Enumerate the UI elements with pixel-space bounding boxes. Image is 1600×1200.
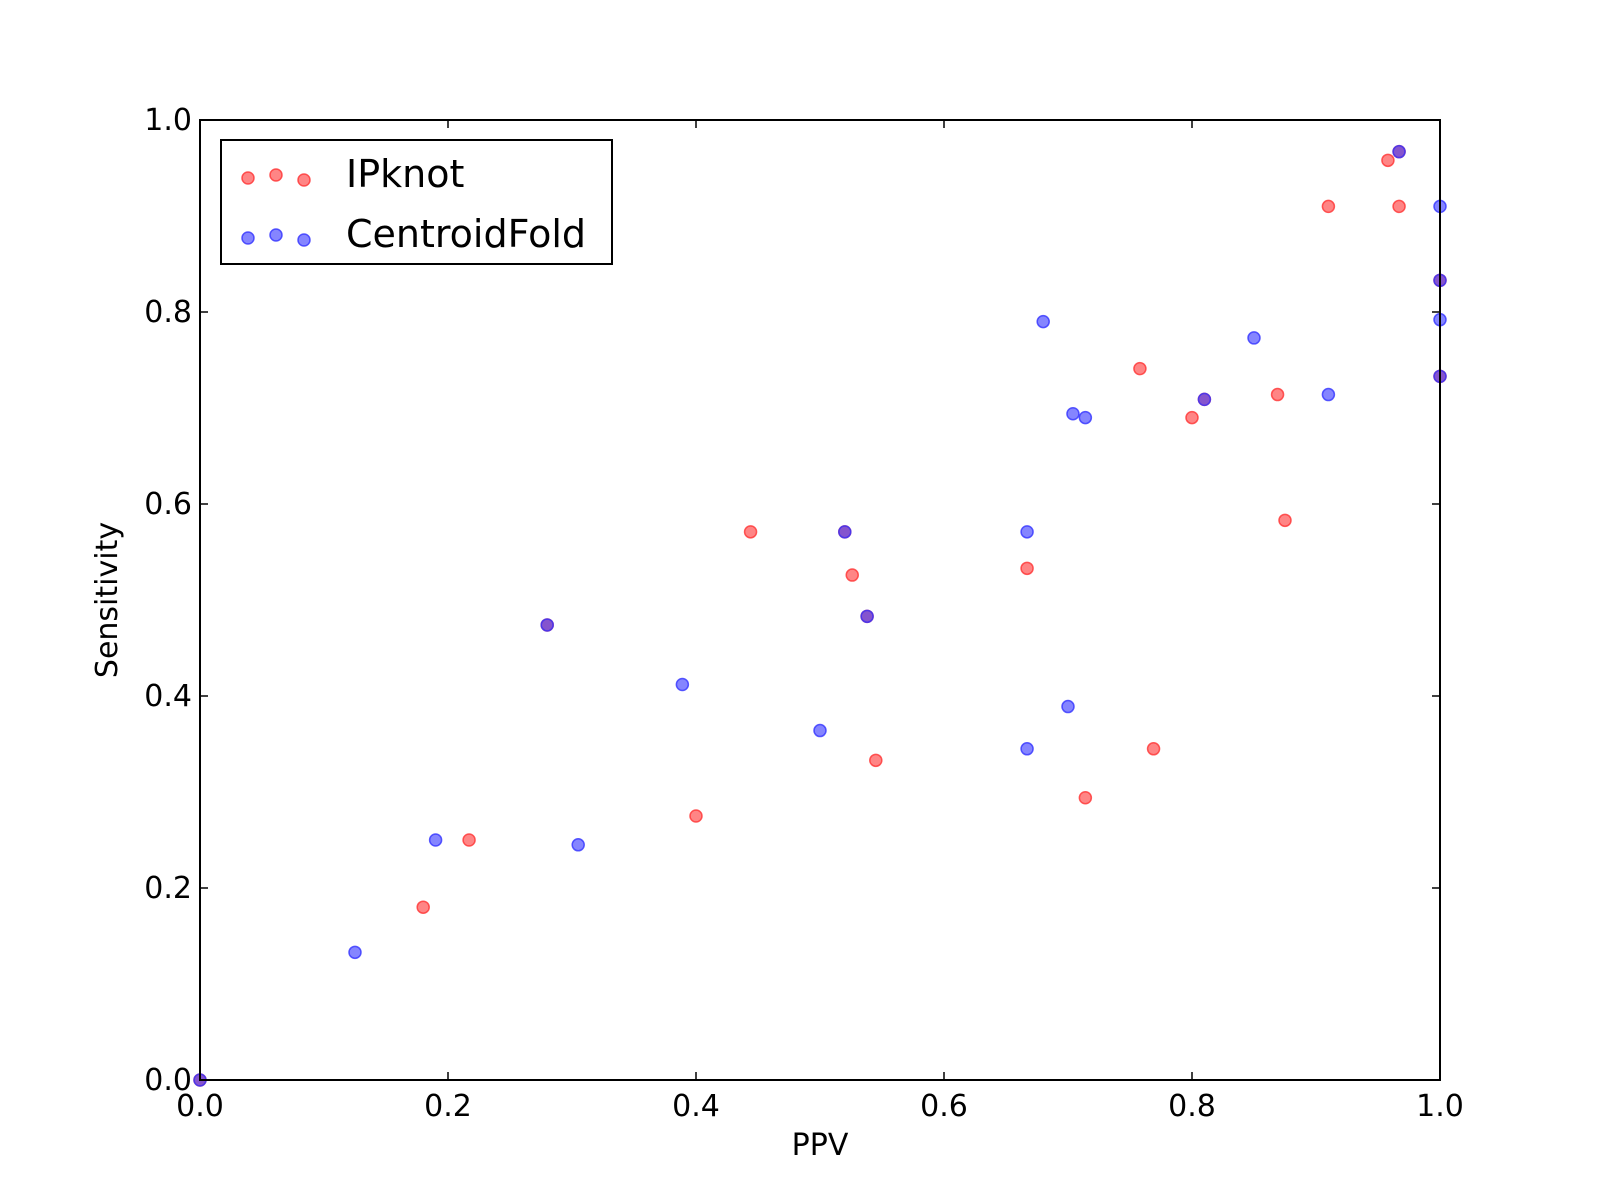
centroidfold-point	[1020, 742, 1034, 756]
y-tick-label: 0.6	[144, 487, 192, 522]
legend-markers	[241, 168, 311, 247]
x-tick-label: 0.8	[1168, 1089, 1216, 1124]
x-tick-label: 1.0	[1416, 1089, 1464, 1124]
centroidfold-legend-marker	[241, 231, 255, 245]
legend: IPknot CentroidFold	[220, 139, 613, 265]
ipknot-point	[1278, 513, 1292, 528]
ipknot-point	[689, 809, 703, 823]
plot-frame	[199, 119, 1441, 1081]
ipknot-point	[1133, 361, 1147, 376]
x-tick-label: 0.2	[424, 1089, 472, 1124]
y-axis-label: Sensitivity	[90, 522, 125, 678]
centroidfold-legend-marker	[269, 228, 283, 242]
legend-label-ipknot: IPknot	[346, 152, 464, 196]
centroidfold-point	[860, 609, 874, 624]
ipknot-point	[1321, 199, 1336, 214]
centroidfold-point	[1392, 144, 1406, 159]
ipknot-point	[743, 525, 758, 539]
ipknot-point	[1381, 153, 1395, 168]
ipknot-point	[1392, 199, 1406, 214]
y-tick-label: 0.2	[144, 871, 192, 906]
centroidfold-legend-marker	[297, 233, 311, 247]
centroidfold-point	[348, 945, 362, 960]
centroidfold-point	[428, 833, 443, 847]
y-tick-label: 0.0	[144, 1063, 192, 1098]
y-tick-label: 0.4	[144, 679, 192, 714]
centroidfold-point	[540, 618, 554, 632]
x-axis-label: PPV	[792, 1128, 849, 1163]
centroidfold-point	[1247, 331, 1261, 345]
ipknot-point	[1185, 410, 1199, 425]
legend-box	[220, 139, 613, 265]
y-tick-label: 1.0	[144, 103, 192, 138]
ipknot-point	[1078, 791, 1093, 805]
x-tick-label: 0.0	[176, 1089, 224, 1124]
ipknot-legend-marker	[269, 168, 283, 182]
ipknot-point	[1270, 387, 1285, 402]
ipknot-legend-marker	[297, 173, 311, 187]
centroidfold-point	[838, 525, 852, 539]
ipknot-point	[845, 568, 859, 582]
centroidfold-point	[1078, 410, 1093, 425]
y-tick-label: 0.8	[144, 295, 192, 330]
centroidfold-point	[675, 677, 690, 692]
legend-label-centroidfold: CentroidFold	[346, 212, 586, 256]
centroidfold-point	[1066, 407, 1080, 421]
centroidfold-point	[1036, 314, 1050, 329]
x-tick-label: 0.6	[920, 1089, 968, 1124]
ipknot-point	[416, 900, 430, 914]
centroidfold-point	[1321, 387, 1336, 402]
ipknot-point	[1020, 561, 1034, 576]
axis-ticks: 0.0 0.2 0.4 0.6 0.8 1.0 0.0 0.2 0.4 0.6 0.8 1.0	[144, 103, 1464, 1124]
ipknot-point	[462, 833, 476, 847]
centroidfold-point	[571, 838, 585, 852]
ipknot-point	[1146, 742, 1161, 756]
ipknot-point	[869, 753, 883, 768]
centroidfold-point	[1020, 525, 1034, 539]
ipknot-legend-marker	[241, 171, 255, 185]
centroidfold-point	[813, 723, 827, 738]
centroidfold-point	[1061, 699, 1075, 714]
x-tick-label: 0.4	[672, 1089, 720, 1124]
centroidfold-point	[1197, 392, 1212, 407]
